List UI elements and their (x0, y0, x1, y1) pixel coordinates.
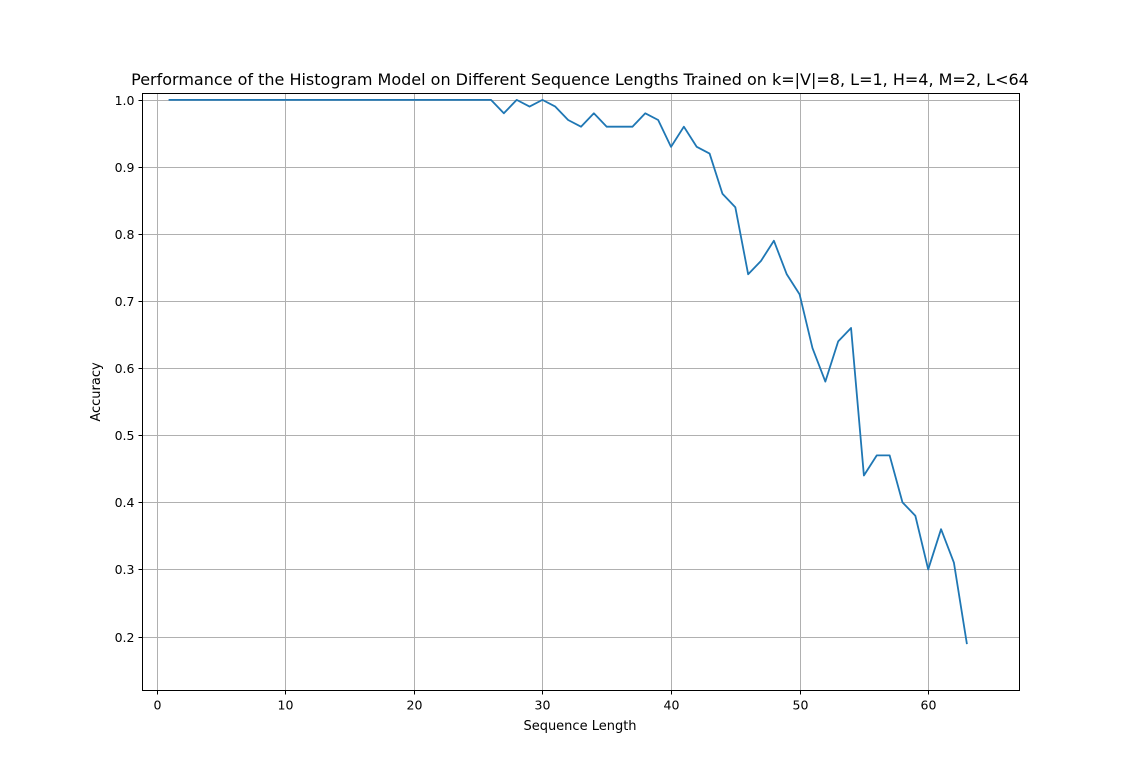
y-tick-label: 0.7 (115, 294, 135, 309)
grid (142, 93, 1020, 691)
y-tick-label: 0.2 (115, 630, 135, 645)
x-tick-label: 20 (407, 698, 423, 713)
x-tick-label: 0 (154, 698, 162, 713)
x-axis-label: Sequence Length (523, 719, 636, 734)
y-axis-ticks: 0.2 0.3 0.4 0.5 0.6 0.7 0.8 0.9 1.0 (115, 93, 143, 645)
plot-frame (142, 93, 1020, 691)
y-tick-label: 0.8 (115, 227, 135, 242)
x-tick-label: 50 (793, 698, 809, 713)
y-axis-label: Accuracy (89, 362, 104, 422)
x-tick-label: 40 (664, 698, 680, 713)
y-tick-label: 0.3 (115, 562, 135, 577)
x-tick-label: 30 (535, 698, 551, 713)
series-layer (168, 98, 968, 645)
chart-title: Performance of the Histogram Model on Di… (131, 70, 1029, 89)
y-tick-label: 0.9 (115, 160, 135, 175)
x-axis-ticks: 0 10 20 30 40 50 60 (154, 690, 937, 713)
x-tick-label: 60 (921, 698, 937, 713)
y-tick-label: 1.0 (115, 93, 135, 108)
y-tick-label: 0.4 (115, 495, 135, 510)
y-tick-label: 0.6 (115, 361, 135, 376)
accuracy-series-line (168, 98, 968, 645)
x-tick-label: 10 (278, 698, 294, 713)
y-tick-label: 0.5 (115, 428, 135, 443)
